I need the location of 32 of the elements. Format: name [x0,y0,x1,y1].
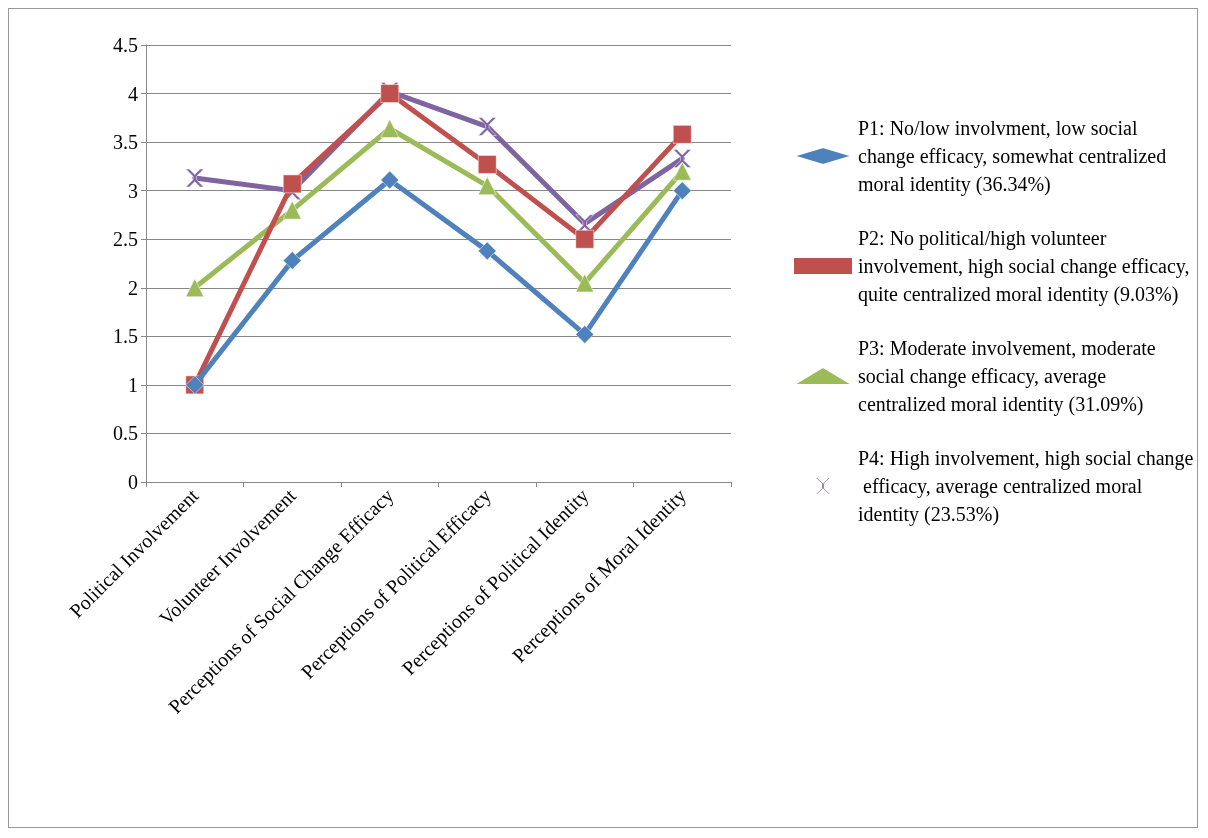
legend-label: P3: Moderate involvement, moderate social change efficacy, average centralized moral identity (31.09%) [858,337,1161,416]
legend-label: P4: High involvement, high social change efficacy, average centralized moral identity (23.53%) [858,447,1194,526]
point [380,119,399,138]
point [673,161,692,181]
point [283,200,302,220]
point [478,117,497,136]
legend-label: P2: No political/high volunteer involvement, high social change efficacy, quite centralized moral identity (9.03%) [858,227,1195,306]
point [673,149,692,168]
y-tick-label: 1 [128,373,138,396]
point [185,168,204,188]
point [283,174,302,194]
y-tick-label: 0 [128,471,138,493]
y-tick-label: 2.5 [113,228,138,251]
point [575,325,594,344]
y-tick-label: 1.5 [113,325,138,348]
y-tick-label: 4.5 [113,34,138,56]
point [283,251,302,270]
point [673,181,692,200]
y-tick-label: 0.5 [113,422,138,445]
y-tick-label: 3 [128,179,138,202]
point [673,125,692,144]
point [478,241,497,261]
point [478,155,497,174]
point [380,170,399,190]
point [478,176,497,196]
point [185,278,204,298]
point [575,273,594,293]
y-tick-label: 3.5 [113,131,138,154]
y-tick-label: 4 [128,82,138,105]
point [575,229,594,249]
y-tick-label: 2 [128,276,138,299]
legend-label: P1: No/low involvment, low social change efficacy, somewhat centralized moral identity (36.34%) [858,117,1172,196]
